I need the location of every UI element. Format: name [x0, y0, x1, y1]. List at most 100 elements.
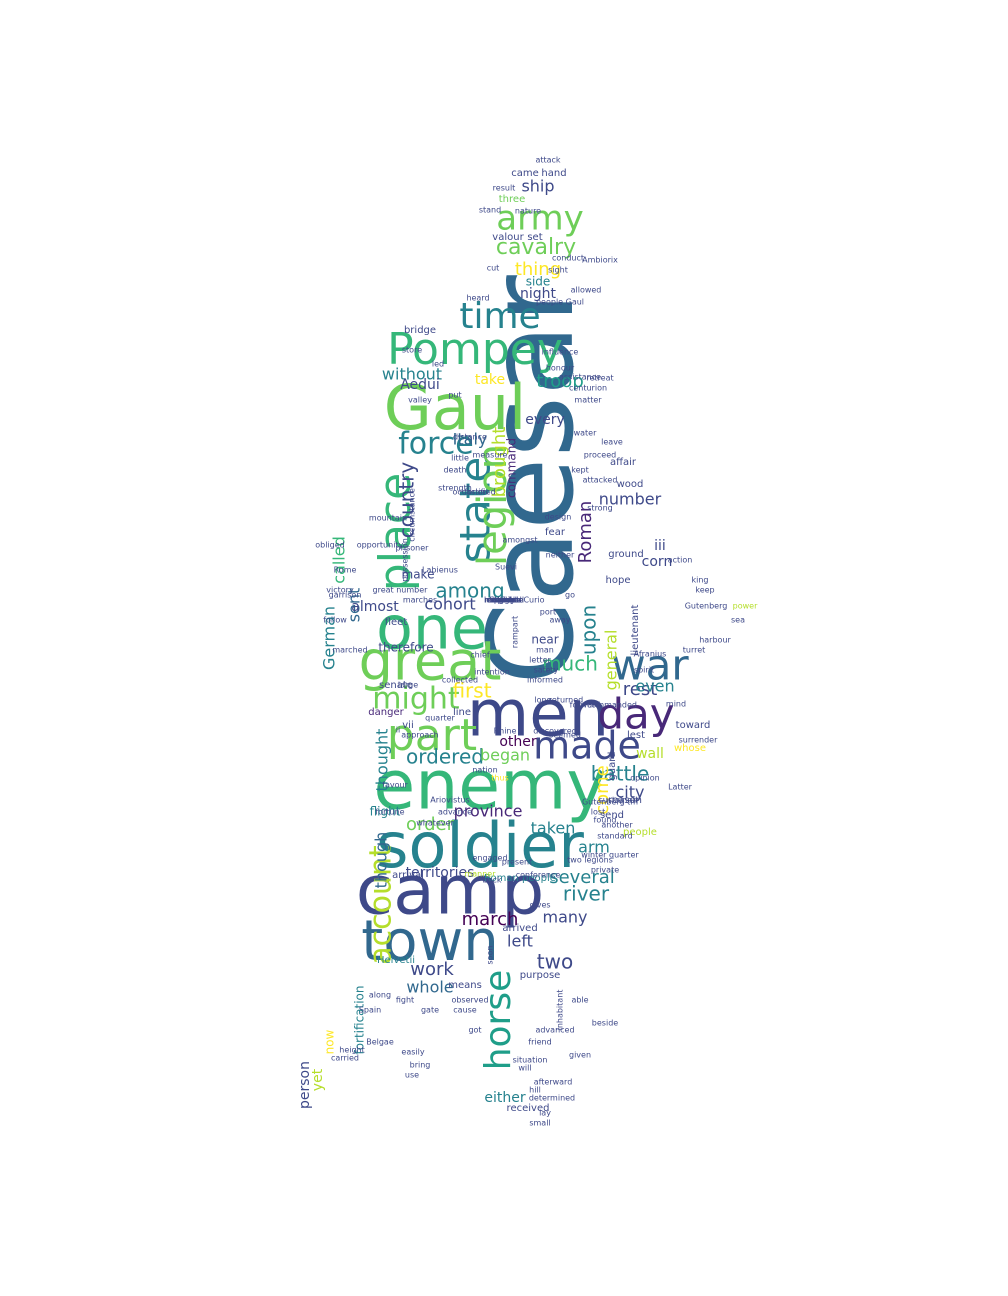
- word-ambiorix: Ambiorix: [582, 256, 618, 265]
- word-fortified: fortified: [464, 488, 495, 497]
- word-occasion: occasion: [453, 488, 488, 497]
- word-favour: favour: [382, 781, 408, 790]
- word-found: found: [594, 816, 617, 825]
- word-two: two: [537, 950, 573, 974]
- word-intention: intention: [474, 668, 510, 677]
- word-command: command: [505, 438, 519, 498]
- word-fortune: fortune: [375, 808, 404, 817]
- word-commanded: commanded: [587, 701, 637, 710]
- word-go: go: [565, 591, 575, 600]
- word-province: province: [454, 802, 523, 821]
- word-mountain: mountain: [369, 514, 407, 523]
- word-three: three: [499, 194, 525, 205]
- word-heard: heard: [466, 294, 489, 303]
- word-hill: hill: [529, 1086, 541, 1095]
- word-obliged: obliged: [315, 541, 345, 550]
- word-private: private: [591, 866, 619, 875]
- word-made: made: [533, 724, 641, 768]
- word-city: city: [616, 783, 645, 802]
- word-advanced: advanced: [535, 1026, 574, 1035]
- word-camp: camp: [356, 852, 544, 931]
- word-gutenberg-tm: Gutenberg tm: [582, 798, 638, 807]
- word-arrived: arrived: [502, 923, 537, 934]
- word-mind: mind: [666, 700, 686, 709]
- word-proceed: proceed: [584, 451, 616, 460]
- word-sent: sent: [345, 588, 364, 623]
- word-conference: conference: [516, 871, 561, 880]
- word-thus: thus: [491, 774, 508, 783]
- word-discovered: discovered: [533, 727, 577, 736]
- word-whatever: whatever: [416, 819, 454, 828]
- word-received: received: [507, 1103, 550, 1114]
- word-bridge: bridge: [404, 325, 436, 336]
- word-amongst: amongst: [502, 536, 537, 545]
- word-came: came: [511, 168, 539, 179]
- word-approach: approach: [401, 731, 438, 740]
- word-troop: troop: [536, 371, 584, 392]
- word-hand: hand: [541, 168, 566, 179]
- word-take: take: [475, 372, 505, 388]
- word-man: man: [536, 646, 554, 655]
- word-attacked: attacked: [583, 476, 618, 485]
- word-curio: Curio: [523, 596, 544, 605]
- word-ii: ii: [396, 726, 400, 735]
- word-tribe: tribe: [495, 596, 514, 605]
- word-valour: valour: [492, 232, 524, 243]
- word-arrival: arrival: [392, 870, 424, 881]
- word-first: first: [452, 679, 491, 703]
- word-open: open: [494, 596, 514, 605]
- word-strong: strong: [587, 504, 612, 513]
- word-able: able: [571, 996, 588, 1005]
- word-war: war: [611, 641, 689, 690]
- word-death: death: [443, 466, 466, 475]
- word-gate: gate: [421, 1006, 439, 1015]
- word-make: make: [402, 568, 435, 582]
- word-soon: soon: [486, 945, 495, 964]
- word-lost: lost: [591, 808, 605, 817]
- word-whose: whose: [674, 743, 706, 754]
- word-thing: thing: [515, 259, 561, 280]
- word-flight: flight: [370, 805, 401, 819]
- word-gaul: Gaul: [384, 371, 527, 444]
- word-neither: neither: [546, 551, 575, 560]
- word-hope: hope: [606, 575, 631, 586]
- word-victory: victory: [326, 586, 354, 595]
- word-bring: bring: [410, 1061, 431, 1070]
- word-opportunity: opportunity: [357, 541, 404, 550]
- word-country: country: [395, 462, 419, 539]
- word-fleet: fleet: [385, 617, 408, 628]
- word-store: store: [402, 346, 422, 355]
- word-beside: beside: [592, 1019, 618, 1028]
- word-afterward: afterward: [534, 1078, 573, 1087]
- word-think: think: [494, 596, 515, 605]
- word-possession: possession: [401, 538, 410, 582]
- word-conduct: conduct: [552, 254, 584, 263]
- word-seemed: seemed: [549, 731, 581, 740]
- word-wood: wood: [617, 479, 644, 490]
- word-lay: lay: [539, 1109, 551, 1118]
- word-person: person: [297, 1061, 313, 1109]
- word-nature: nature: [515, 207, 541, 216]
- word-sought: sought: [490, 596, 517, 605]
- word-fear: fear: [545, 527, 566, 538]
- word-senate: senate: [379, 680, 413, 691]
- word-affair: affair: [610, 457, 637, 468]
- word-retreat: retreat: [586, 374, 613, 383]
- word-given: given: [569, 1051, 591, 1060]
- word-strength: strength: [438, 484, 472, 493]
- word-nation: nation: [472, 766, 497, 775]
- word-cut: cut: [487, 264, 500, 273]
- word-caesar: Caesar: [462, 275, 600, 685]
- word-use: use: [405, 1071, 419, 1080]
- word-spain: Spain: [359, 1006, 381, 1015]
- word-now: now: [323, 1029, 337, 1054]
- word-returned: returned: [549, 696, 583, 705]
- word-soldier: soldier: [376, 809, 584, 882]
- word-away: away: [549, 616, 570, 625]
- word-near: near: [531, 633, 558, 647]
- word-distance: distance: [453, 433, 487, 442]
- word-influence: influence: [542, 348, 579, 357]
- word-measure: measure: [473, 451, 508, 460]
- word-safety: safety: [534, 666, 559, 675]
- word-result: result: [493, 184, 516, 193]
